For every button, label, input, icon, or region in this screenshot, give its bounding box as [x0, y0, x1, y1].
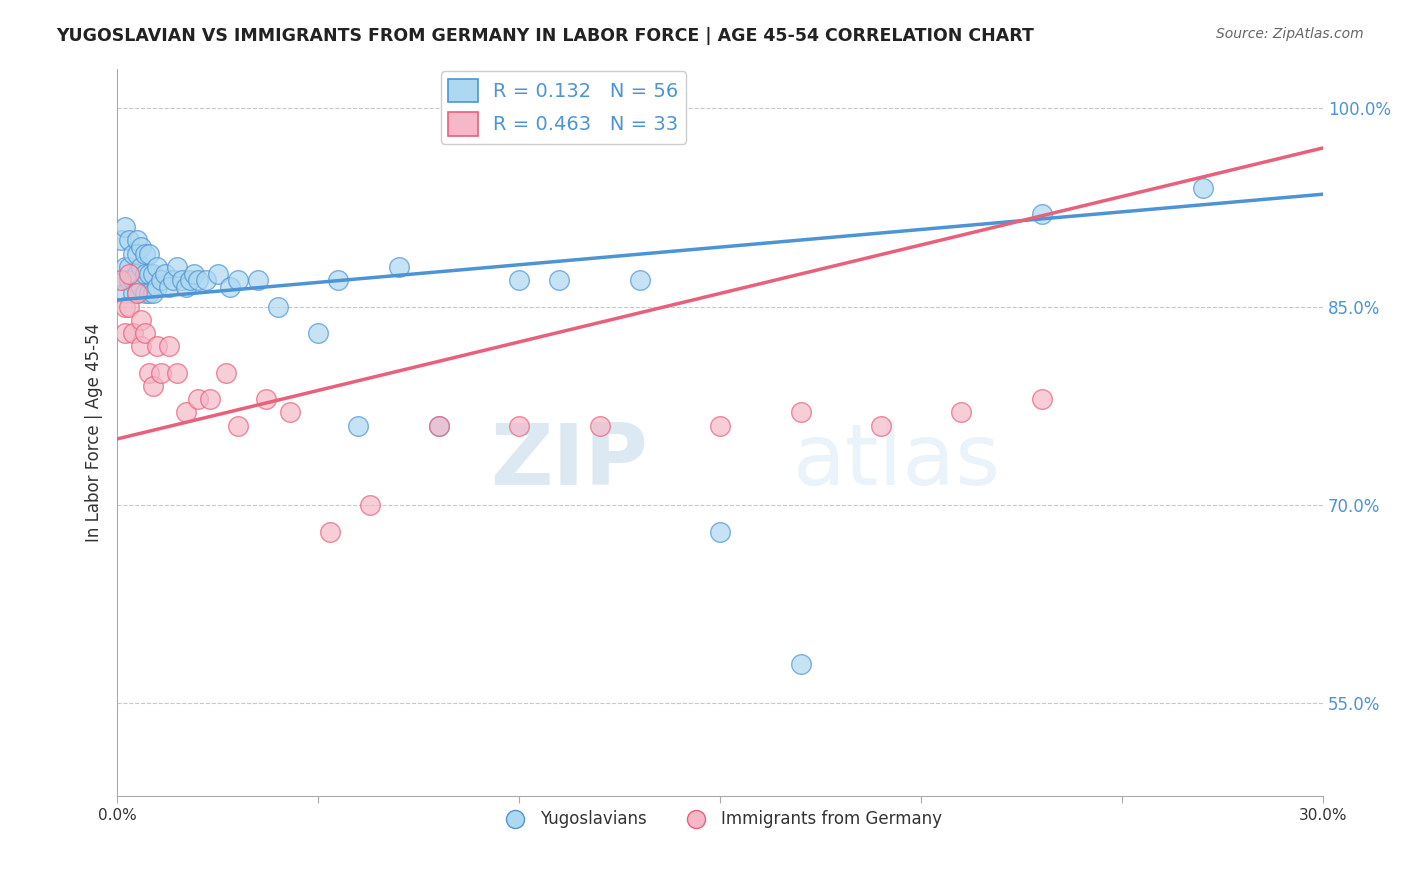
Point	[218, 280, 240, 294]
Point	[110, 234, 132, 248]
Point	[159, 280, 181, 294]
Point	[118, 300, 141, 314]
Point	[110, 273, 132, 287]
Point	[215, 366, 238, 380]
Point	[226, 418, 249, 433]
Point	[134, 267, 156, 281]
Point	[118, 260, 141, 274]
Point	[166, 260, 188, 274]
Point	[127, 286, 149, 301]
Point	[114, 220, 136, 235]
Point	[155, 267, 177, 281]
Point	[198, 392, 221, 407]
Point	[207, 267, 229, 281]
Text: atlas: atlas	[793, 420, 1001, 503]
Point	[110, 273, 132, 287]
Point	[387, 260, 409, 274]
Point	[267, 300, 290, 314]
Point	[628, 273, 651, 287]
Point	[118, 273, 141, 287]
Point	[174, 405, 197, 419]
Point	[134, 286, 156, 301]
Point	[142, 286, 165, 301]
Point	[131, 240, 153, 254]
Point	[118, 234, 141, 248]
Point	[134, 326, 156, 340]
Point	[122, 286, 145, 301]
Point	[328, 273, 350, 287]
Point	[588, 418, 610, 433]
Point	[138, 246, 160, 260]
Point	[114, 326, 136, 340]
Point	[307, 326, 329, 340]
Point	[179, 273, 201, 287]
Point	[114, 286, 136, 301]
Point	[1191, 180, 1213, 194]
Point	[278, 405, 301, 419]
Point	[131, 339, 153, 353]
Point	[187, 392, 209, 407]
Point	[159, 339, 181, 353]
Point	[150, 366, 173, 380]
Point	[170, 273, 193, 287]
Point	[789, 405, 811, 419]
Point	[359, 498, 381, 512]
Point	[127, 234, 149, 248]
Point	[146, 260, 169, 274]
Point	[789, 657, 811, 671]
Point	[146, 339, 169, 353]
Point	[127, 246, 149, 260]
Point	[246, 273, 269, 287]
Point	[870, 418, 893, 433]
Point	[134, 246, 156, 260]
Point	[114, 260, 136, 274]
Point	[950, 405, 973, 419]
Point	[150, 273, 173, 287]
Legend: Yugoslavians, Immigrants from Germany: Yugoslavians, Immigrants from Germany	[491, 804, 949, 835]
Point	[166, 366, 188, 380]
Point	[548, 273, 571, 287]
Point	[709, 418, 731, 433]
Point	[142, 379, 165, 393]
Point	[131, 280, 153, 294]
Point	[142, 267, 165, 281]
Point	[138, 366, 160, 380]
Y-axis label: In Labor Force | Age 45-54: In Labor Force | Age 45-54	[86, 323, 103, 541]
Point	[127, 267, 149, 281]
Point	[127, 286, 149, 301]
Text: ZIP: ZIP	[491, 420, 648, 503]
Point	[122, 246, 145, 260]
Point	[131, 260, 153, 274]
Point	[508, 273, 530, 287]
Point	[122, 273, 145, 287]
Point	[709, 524, 731, 539]
Point	[118, 267, 141, 281]
Point	[226, 273, 249, 287]
Text: Source: ZipAtlas.com: Source: ZipAtlas.com	[1216, 27, 1364, 41]
Point	[138, 286, 160, 301]
Point	[319, 524, 342, 539]
Point	[162, 273, 184, 287]
Point	[194, 273, 217, 287]
Text: YUGOSLAVIAN VS IMMIGRANTS FROM GERMANY IN LABOR FORCE | AGE 45-54 CORRELATION CH: YUGOSLAVIAN VS IMMIGRANTS FROM GERMANY I…	[56, 27, 1035, 45]
Point	[1031, 392, 1053, 407]
Point	[187, 273, 209, 287]
Point	[508, 418, 530, 433]
Point	[254, 392, 277, 407]
Point	[174, 280, 197, 294]
Point	[131, 313, 153, 327]
Point	[427, 418, 450, 433]
Point	[183, 267, 205, 281]
Point	[114, 300, 136, 314]
Point	[1031, 207, 1053, 221]
Point	[138, 267, 160, 281]
Point	[427, 418, 450, 433]
Point	[347, 418, 370, 433]
Point	[122, 326, 145, 340]
Point	[146, 280, 169, 294]
